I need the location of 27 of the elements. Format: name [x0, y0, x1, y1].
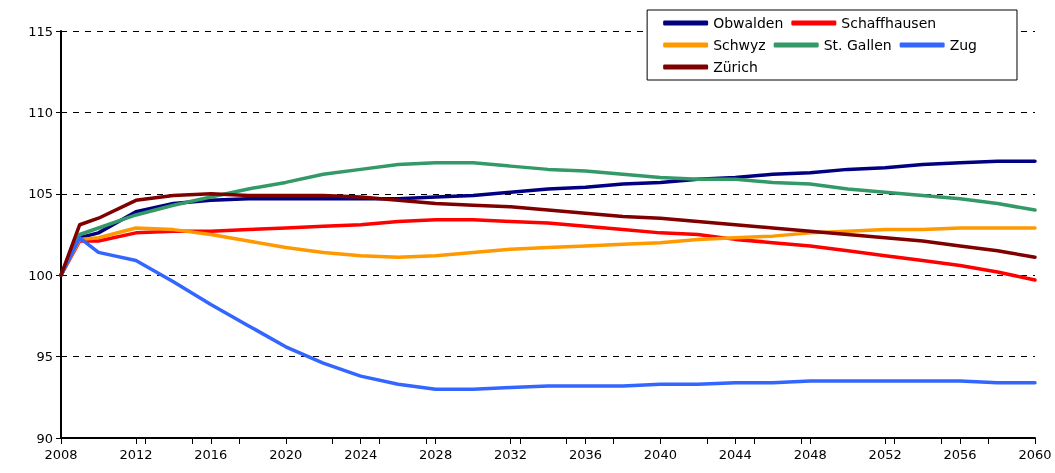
legend-label: St. Gallen	[823, 37, 892, 53]
x-tick-label: 2048	[793, 447, 827, 462]
y-tick-label: 105	[28, 186, 53, 202]
legend-label: Zug	[949, 37, 978, 53]
x-tick-label: 2056	[943, 447, 977, 462]
legend-label: Schwyz	[713, 37, 766, 53]
y-tick-label: 115	[28, 23, 53, 39]
line-series	[59, 192, 1037, 277]
x-tick-label: 2020	[269, 447, 303, 462]
x-tick-label: 2016	[194, 447, 228, 462]
legend-label: Zürich	[713, 59, 758, 75]
y-tick-label: 100	[28, 267, 53, 283]
x-tick-label: 2032	[493, 447, 528, 462]
x-tick-label: 2040	[643, 447, 677, 462]
x-tick-label: 2060	[1018, 447, 1052, 462]
y-tick-label: 90	[36, 430, 53, 446]
x-tick-label: 2028	[419, 447, 453, 462]
x-tick-label: 2024	[344, 447, 378, 462]
y-tick-label: 95	[36, 349, 53, 365]
legend-label: Schaffhausen	[841, 15, 937, 31]
x-tick-label: 2036	[568, 447, 603, 462]
x-tick-label: 2044	[718, 447, 752, 462]
legend-label: Obwalden	[713, 15, 784, 31]
x-tick-label: 2008	[44, 447, 78, 462]
y-tick-label: 110	[28, 104, 53, 120]
x-tick-label: 2052	[868, 447, 902, 462]
x-tick-label: 2012	[119, 447, 153, 462]
